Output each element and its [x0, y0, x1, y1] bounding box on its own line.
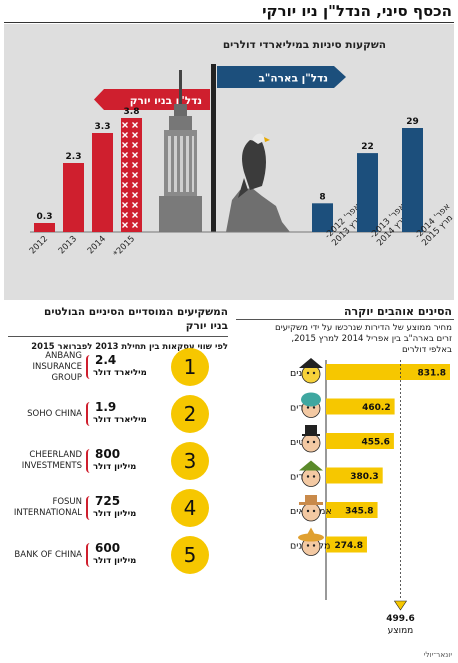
rank-badge: 1 — [171, 348, 209, 386]
bar-ny-2013 — [63, 163, 84, 232]
bar-ny-value-label: 3.3 — [95, 122, 111, 132]
luxury-title: הסינים אוהבים יוקרה — [343, 305, 452, 318]
investor-name: BANK OF CHINA — [14, 549, 82, 560]
investor-row: FOSUN INTERNATIONAL 725 מיליון דולר 4 — [0, 486, 230, 530]
investor-row: ANBANG INSURANCE GROUP 2.4 מיליארד דולר 1 — [0, 345, 230, 389]
rank-badge: 5 — [171, 536, 209, 574]
investors-title-2: בניו יורק — [185, 320, 228, 332]
investors-title-rule — [8, 336, 228, 337]
title-rule — [4, 22, 454, 23]
page-title: הכסף סיני, הנדל"ן ניו יורקי — [262, 2, 452, 20]
sign-us: נדל"ן בארה"ב — [217, 66, 346, 88]
rank-badge: 2 — [171, 395, 209, 433]
investors-title-1: המשקיעים המוסדיים הסיניים הבולטים — [44, 306, 228, 318]
average-label: ממוצע — [388, 626, 414, 636]
luxury-subtitle-1: מחיר ממוצע של הדירות שנרכשו על ידי משקיע… — [275, 323, 452, 333]
sign-us-label: נדל"ן בארה"ב — [259, 73, 328, 85]
signpost-pole — [211, 64, 216, 232]
investor-unit: מיליון דולר — [93, 509, 137, 519]
investor-name: SOHO CHINA — [27, 408, 82, 419]
bar-us-value-label: 22 — [361, 142, 374, 152]
bar-ny-2014 — [92, 133, 113, 232]
luxury-value-label: 455.6 — [361, 438, 389, 448]
bracket-icon — [86, 402, 92, 426]
investor-unit: מיליארד דולר — [93, 415, 147, 425]
investor-amount: 725 — [95, 494, 121, 508]
luxury-value-label: 460.2 — [362, 403, 390, 413]
investor-row: SOHO CHINA 1.9 מיליארד דולר 2 — [0, 392, 230, 436]
investor-amount: 800 — [95, 447, 121, 461]
bar-ny-value-label: 0.3 — [37, 212, 53, 222]
investor-unit: מיליון דולר — [93, 556, 137, 566]
investor-amount: 2.4 — [95, 353, 117, 367]
luxury-bars-layer: 831.8סינים460.2הודים455.6בריטים380.3קנדי… — [290, 358, 450, 636]
bar-ny-2012 — [34, 223, 55, 232]
luxury-category-label: הודים — [290, 403, 312, 414]
bracket-icon — [86, 449, 92, 473]
luxury-bar — [326, 502, 378, 518]
skyscraper-windows — [168, 136, 194, 192]
average-value-label: 499.6 — [386, 614, 414, 624]
investor-unit: מיליארד דולר — [93, 368, 147, 378]
luxury-value-label: 380.3 — [350, 472, 378, 482]
investor-name: CHEERLAND INVESTMENTS — [21, 450, 82, 471]
luxury-bar — [326, 398, 395, 415]
average-marker — [393, 600, 408, 611]
bar-us-3 — [402, 128, 423, 232]
luxury-title-rule — [236, 319, 454, 320]
rank-badge: 4 — [171, 489, 209, 527]
top-chart-title: השקעות סיניות במיליארדי דולרים — [222, 39, 386, 51]
rank-badge: 3 — [171, 442, 209, 480]
luxury-value-label: 831.8 — [418, 369, 446, 379]
bracket-icon — [86, 355, 92, 379]
bracket-icon — [86, 496, 92, 520]
bar-us-1 — [312, 203, 333, 232]
luxury-value-label: 274.8 — [334, 541, 362, 551]
face-icon — [299, 358, 323, 384]
luxury-subtitle-3: באלפי דולרים — [401, 345, 452, 355]
bar-us-value-label: 29 — [406, 117, 419, 127]
investor-unit: מיליון דולר — [93, 462, 137, 472]
bar-us-2 — [357, 153, 378, 232]
eagle-illustration — [226, 133, 290, 232]
investor-row: CHEERLAND INVESTMENTS 800 מיליון דולר 3 — [0, 439, 230, 483]
luxury-bar — [326, 536, 367, 553]
face-icon — [299, 460, 323, 487]
face-icon — [301, 425, 321, 453]
luxury-bar — [326, 364, 450, 380]
bar-us-value-label: 8 — [319, 192, 325, 202]
face-icon — [299, 495, 323, 522]
investor-row: BANK OF CHINA 600 מיליון דולר 5 — [0, 533, 230, 577]
luxury-subtitle-2: זרים בארה"ב בין אפריל 2014 למרץ 2015, — [291, 334, 452, 344]
face-icon — [301, 392, 321, 418]
investors-subtitle: לפי שווי עסקאות בין תחילת 2013 לפברואר 2… — [31, 341, 228, 351]
top-chart-svg: נדל"ן בארה"ב נדל"ן בניו יורק — [28, 64, 455, 259]
bar-ny-value-label: 2.3 — [66, 152, 82, 162]
investor-amount: 600 — [95, 541, 121, 555]
face-icon — [298, 527, 324, 556]
credit: יונאר־יולי — [423, 650, 452, 659]
bracket-icon — [86, 543, 92, 567]
luxury-bar — [326, 433, 394, 449]
investor-name: FOSUN INTERNATIONAL — [13, 497, 82, 518]
investor-name: ANBANG INSURANCE GROUP — [32, 350, 82, 383]
luxury-bar — [326, 467, 383, 484]
bar-ny-*2015 — [121, 118, 142, 232]
bar-ny-value-label: 3.8 — [124, 107, 140, 117]
luxury-category-label: סינים — [290, 368, 311, 379]
luxury-value-label: 345.8 — [345, 507, 373, 517]
investor-amount: 1.9 — [95, 400, 117, 414]
